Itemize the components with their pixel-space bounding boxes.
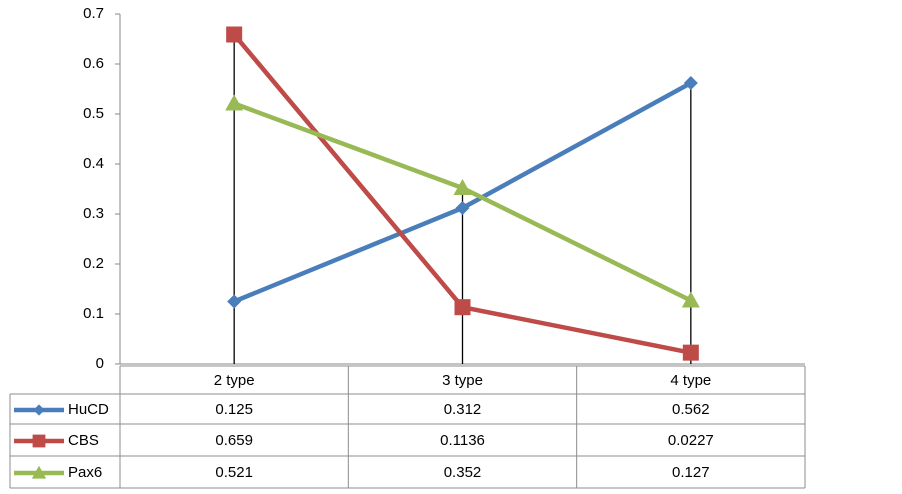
y-tick-label: 0.1 — [83, 305, 104, 322]
table-value: 0.312 — [444, 401, 482, 418]
x-tick-label: 4 type — [670, 372, 711, 389]
marker — [681, 291, 700, 308]
legend-marker — [32, 434, 46, 448]
table-value: 0.127 — [672, 464, 710, 481]
legend-marker — [33, 404, 45, 416]
marker — [227, 294, 242, 309]
table-value: 0.125 — [215, 401, 253, 418]
y-tick-label: 0 — [96, 355, 104, 372]
y-tick-label: 0.5 — [83, 105, 104, 122]
legend-label: CBS — [68, 432, 99, 449]
marker — [226, 26, 243, 43]
legend-label: HuCD — [68, 401, 109, 418]
table-value: 0.659 — [215, 432, 253, 449]
table-value: 0.521 — [215, 464, 253, 481]
marker — [454, 299, 471, 316]
table-value: 0.562 — [672, 401, 710, 418]
table-value: 0.352 — [444, 464, 482, 481]
marker — [683, 76, 698, 90]
y-tick-label: 0.6 — [83, 55, 104, 72]
marker — [455, 201, 470, 215]
x-tick-label: 2 type — [214, 372, 255, 389]
marker — [453, 179, 472, 195]
y-tick-label: 0.3 — [83, 205, 104, 222]
y-tick-label: 0.7 — [83, 5, 104, 22]
legend-marker — [31, 465, 47, 479]
y-tick-label: 0.4 — [83, 155, 104, 172]
legend-label: Pax6 — [68, 464, 102, 481]
x-tick-label: 3 type — [442, 372, 483, 389]
marker — [682, 344, 699, 361]
marker — [225, 94, 244, 111]
table-value: 0.0227 — [668, 432, 714, 449]
table-value: 0.1136 — [440, 432, 485, 449]
y-tick-label: 0.2 — [83, 255, 104, 272]
